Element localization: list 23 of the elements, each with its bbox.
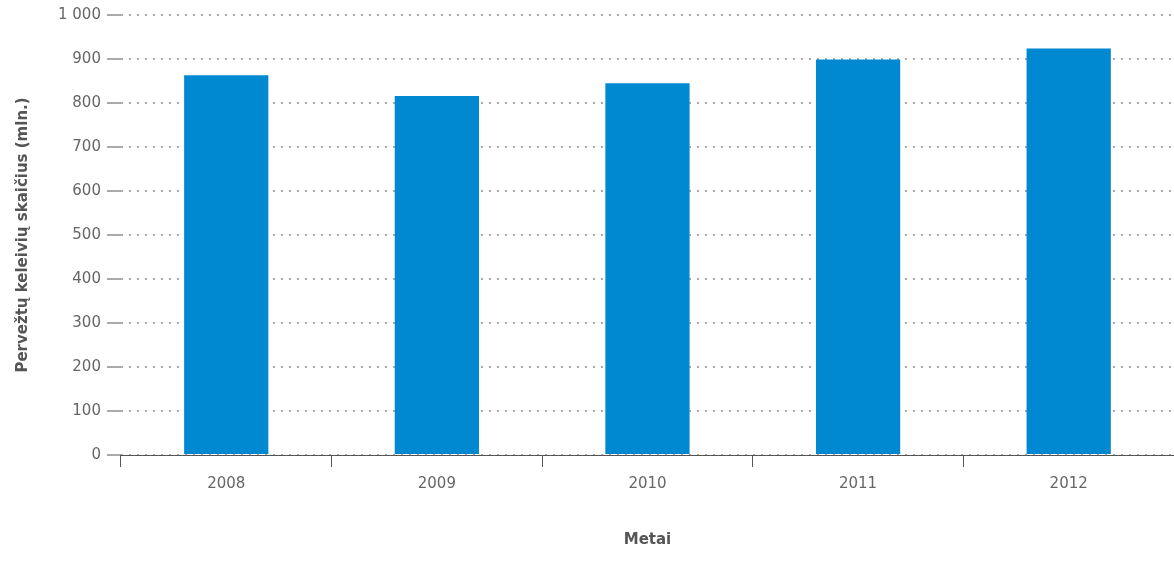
bar [394,95,479,454]
y-tick-label: 700 [72,136,101,155]
y-tick-label: 600 [72,180,101,199]
bar [1026,48,1111,454]
y-tick-label: 300 [72,312,101,331]
x-tick-label: 2012 [1049,473,1088,492]
bar [815,59,901,454]
bar [184,75,269,454]
y-tick-label: 100 [72,400,101,419]
bar [605,83,690,454]
y-tick-label: 200 [72,356,101,375]
y-tick-label: 400 [72,268,101,287]
x-tick-label: 2008 [207,473,246,492]
x-axis-title: Metai [623,529,672,548]
y-tick-label: 1 000 [57,4,101,23]
y-tick-label: 500 [72,224,101,243]
y-tick-label: 900 [72,48,101,67]
x-tick-label: 2011 [838,473,878,492]
y-tick-label: 0 [91,444,101,463]
x-tick-label: 2009 [417,473,456,492]
x-tick-label: 2010 [628,473,667,492]
y-axis-title: Pervežtų keleivių skaičius (mln.) [12,97,31,373]
y-tick-label: 800 [72,92,101,111]
